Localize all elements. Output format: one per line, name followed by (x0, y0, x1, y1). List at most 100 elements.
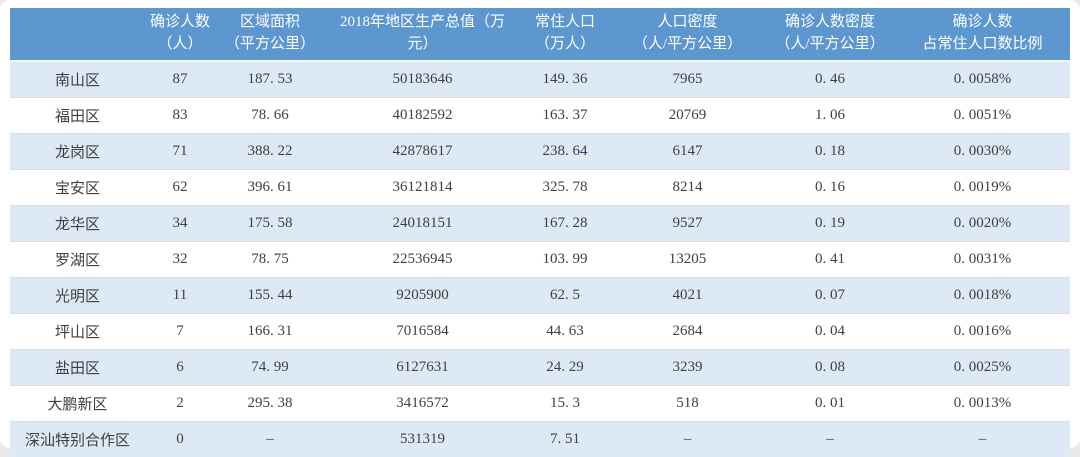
header-area: 区域面积 （平方公里） (215, 8, 325, 61)
cell-confirmed-ratio: 0. 0025% (895, 350, 1070, 386)
cell-confirmed-ratio: 0. 0018% (895, 278, 1070, 314)
cell-confirmed-ratio: 0. 0020% (895, 206, 1070, 242)
cell-confirmed-ratio: – (895, 422, 1070, 457)
cell-population: 238. 64 (520, 134, 610, 170)
table-row: 龙岗区 71 388. 22 42878617 238. 64 6147 0. … (10, 134, 1070, 170)
cell-gdp: 531319 (325, 422, 520, 457)
cell-confirmed-count: 62 (145, 170, 215, 206)
cell-confirmed-count: 2 (145, 386, 215, 422)
header-confirmed-ratio: 确诊人数 占常住人口数比例 (895, 8, 1070, 61)
cell-gdp: 50183646 (325, 61, 520, 98)
cell-confirmed-count: 0 (145, 422, 215, 457)
cell-population: 103. 99 (520, 242, 610, 278)
cell-gdp: 40182592 (325, 98, 520, 134)
cell-population: 163. 37 (520, 98, 610, 134)
district-stats-table: 确诊人数 （人） 区域面积 （平方公里） 2018年地区生产总值（万 元） 常住… (10, 8, 1070, 457)
cell-population: 167. 28 (520, 206, 610, 242)
cell-confirmed-density: 0. 07 (765, 278, 895, 314)
header-confirmed-count: 确诊人数 （人） (145, 8, 215, 61)
cell-population: 7. 51 (520, 422, 610, 457)
cell-gdp: 3416572 (325, 386, 520, 422)
cell-area: 74. 99 (215, 350, 325, 386)
cell-confirmed-ratio: 0. 0019% (895, 170, 1070, 206)
cell-district: 福田区 (10, 98, 145, 134)
cell-confirmed-density: 0. 41 (765, 242, 895, 278)
cell-district: 龙华区 (10, 206, 145, 242)
cell-confirmed-ratio: 0. 0058% (895, 61, 1070, 98)
cell-gdp: 42878617 (325, 134, 520, 170)
cell-district: 宝安区 (10, 170, 145, 206)
table-row: 罗湖区 32 78. 75 22536945 103. 99 13205 0. … (10, 242, 1070, 278)
cell-gdp: 6127631 (325, 350, 520, 386)
table-row: 深汕特别合作区 0 – 531319 7. 51 – – – (10, 422, 1070, 457)
table-row: 光明区 11 155. 44 9205900 62. 5 4021 0. 07 … (10, 278, 1070, 314)
cell-confirmed-count: 32 (145, 242, 215, 278)
cell-pop-density: 6147 (610, 134, 765, 170)
cell-pop-density: 13205 (610, 242, 765, 278)
cell-confirmed-ratio: 0. 0051% (895, 98, 1070, 134)
table-row: 坪山区 7 166. 31 7016584 44. 63 2684 0. 04 … (10, 314, 1070, 350)
cell-confirmed-density: 0. 01 (765, 386, 895, 422)
cell-confirmed-density: 1. 06 (765, 98, 895, 134)
table-header: 确诊人数 （人） 区域面积 （平方公里） 2018年地区生产总值（万 元） 常住… (10, 8, 1070, 61)
cell-confirmed-count: 34 (145, 206, 215, 242)
header-row: 确诊人数 （人） 区域面积 （平方公里） 2018年地区生产总值（万 元） 常住… (10, 8, 1070, 61)
cell-pop-density: 4021 (610, 278, 765, 314)
header-population: 常住人口 （万人） (520, 8, 610, 61)
cell-confirmed-density: – (765, 422, 895, 457)
cell-area: 175. 58 (215, 206, 325, 242)
cell-population: 149. 36 (520, 61, 610, 98)
cell-area: 166. 31 (215, 314, 325, 350)
cell-confirmed-ratio: 0. 0031% (895, 242, 1070, 278)
cell-district: 光明区 (10, 278, 145, 314)
cell-confirmed-density: 0. 19 (765, 206, 895, 242)
header-confirmed-density: 确诊人数密度 （人/平方公里） (765, 8, 895, 61)
cell-area: 78. 75 (215, 242, 325, 278)
cell-pop-density: 2684 (610, 314, 765, 350)
cell-confirmed-ratio: 0. 0016% (895, 314, 1070, 350)
cell-district: 盐田区 (10, 350, 145, 386)
cell-confirmed-ratio: 0. 0013% (895, 386, 1070, 422)
cell-confirmed-density: 0. 04 (765, 314, 895, 350)
cell-confirmed-density: 0. 18 (765, 134, 895, 170)
cell-district: 罗湖区 (10, 242, 145, 278)
header-district (10, 8, 145, 61)
cell-area: 155. 44 (215, 278, 325, 314)
cell-pop-density: 9527 (610, 206, 765, 242)
cell-area: 78. 66 (215, 98, 325, 134)
cell-pop-density: 8214 (610, 170, 765, 206)
cell-area: 295. 38 (215, 386, 325, 422)
cell-gdp: 9205900 (325, 278, 520, 314)
cell-confirmed-ratio: 0. 0030% (895, 134, 1070, 170)
cell-gdp: 7016584 (325, 314, 520, 350)
header-pop-density: 人口密度 （人/平方公里） (610, 8, 765, 61)
cell-gdp: 36121814 (325, 170, 520, 206)
cell-confirmed-density: 0. 16 (765, 170, 895, 206)
cell-confirmed-count: 83 (145, 98, 215, 134)
cell-area: – (215, 422, 325, 457)
cell-population: 24. 29 (520, 350, 610, 386)
cell-pop-density: – (610, 422, 765, 457)
table-row: 盐田区 6 74. 99 6127631 24. 29 3239 0. 08 0… (10, 350, 1070, 386)
cell-area: 187. 53 (215, 61, 325, 98)
table-row: 福田区 83 78. 66 40182592 163. 37 20769 1. … (10, 98, 1070, 134)
cell-district: 南山区 (10, 61, 145, 98)
cell-district: 龙岗区 (10, 134, 145, 170)
table-row: 宝安区 62 396. 61 36121814 325. 78 8214 0. … (10, 170, 1070, 206)
cell-population: 62. 5 (520, 278, 610, 314)
table-row: 龙华区 34 175. 58 24018151 167. 28 9527 0. … (10, 206, 1070, 242)
cell-gdp: 24018151 (325, 206, 520, 242)
table-row: 大鹏新区 2 295. 38 3416572 15. 3 518 0. 01 0… (10, 386, 1070, 422)
cell-district: 坪山区 (10, 314, 145, 350)
cell-population: 44. 63 (520, 314, 610, 350)
cell-pop-density: 7965 (610, 61, 765, 98)
cell-area: 396. 61 (215, 170, 325, 206)
cell-district: 大鹏新区 (10, 386, 145, 422)
cell-gdp: 22536945 (325, 242, 520, 278)
cell-confirmed-count: 7 (145, 314, 215, 350)
cell-confirmed-density: 0. 46 (765, 61, 895, 98)
cell-district: 深汕特别合作区 (10, 422, 145, 457)
cell-pop-density: 20769 (610, 98, 765, 134)
cell-pop-density: 518 (610, 386, 765, 422)
cell-area: 388. 22 (215, 134, 325, 170)
